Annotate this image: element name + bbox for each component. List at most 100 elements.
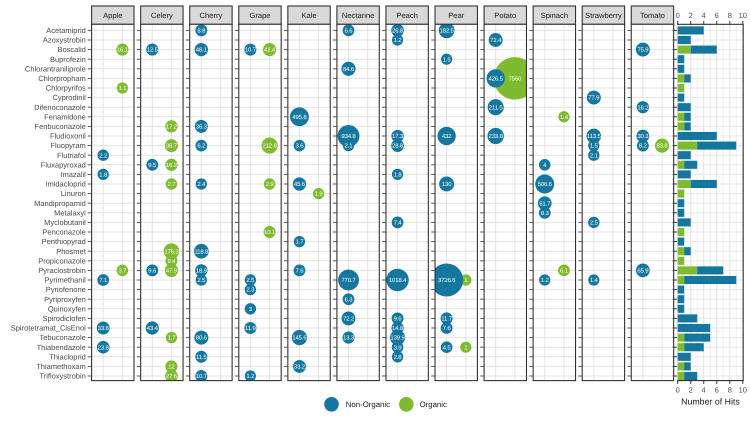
svg-text:7.6: 7.6 [443,325,452,332]
svg-text:Fludioxonil: Fludioxonil [50,132,86,141]
svg-text:3: 3 [249,306,253,313]
svg-text:432: 432 [442,133,452,140]
svg-text:2: 2 [689,386,693,395]
svg-text:Propiconazole: Propiconazole [38,256,86,265]
svg-text:Thiacloprid: Thiacloprid [49,352,86,361]
svg-text:8: 8 [728,386,732,395]
svg-text:Azoxystrobin: Azoxystrobin [43,36,86,45]
svg-text:Spirodiclofen: Spirodiclofen [42,314,85,323]
svg-text:145.6: 145.6 [292,335,307,342]
svg-text:Cherry: Cherry [200,11,223,20]
svg-text:30.3: 30.3 [637,133,649,140]
svg-text:Chlorantraniliprole: Chlorantraniliprole [25,64,86,73]
svg-text:Tebuconazole: Tebuconazole [40,333,86,342]
svg-text:14.8: 14.8 [392,325,404,332]
svg-text:2.1: 2.1 [345,143,354,150]
svg-text:1.8: 1.8 [394,172,403,179]
svg-text:9.6: 9.6 [394,316,403,323]
svg-text:4: 4 [543,162,547,169]
svg-text:12: 12 [168,364,175,371]
svg-text:2.4: 2.4 [197,181,206,188]
svg-text:Metalaxyl: Metalaxyl [54,208,86,217]
svg-text:211.5: 211.5 [489,104,504,111]
svg-text:10: 10 [739,11,747,20]
svg-text:Penthiopyrad: Penthiopyrad [42,237,86,246]
svg-text:4.5: 4.5 [443,344,452,351]
svg-text:Cyprodinil: Cyprodinil [52,93,86,102]
svg-text:0: 0 [676,386,680,395]
svg-text:27.6: 27.6 [166,373,178,380]
svg-text:6: 6 [715,11,719,20]
svg-text:3.9: 3.9 [394,344,403,351]
svg-text:4: 4 [702,386,706,395]
svg-text:Mandipropamid: Mandipropamid [34,199,86,208]
svg-text:13.3: 13.3 [343,335,355,342]
svg-text:426.5: 426.5 [489,76,504,83]
svg-text:Tomato: Tomato [640,11,665,20]
svg-text:23.8: 23.8 [98,344,110,351]
svg-text:1018.4: 1018.4 [389,277,407,284]
svg-text:Celery: Celery [151,11,173,20]
svg-text:1.2: 1.2 [541,277,550,284]
svg-text:8.2: 8.2 [639,143,648,150]
svg-text:4: 4 [702,11,706,20]
svg-text:11.7: 11.7 [441,316,452,323]
svg-text:Pyraclostrobin: Pyraclostrobin [38,266,86,275]
svg-text:7.6: 7.6 [295,268,304,275]
svg-text:26.8: 26.8 [392,28,404,35]
svg-text:Pyriproxyfen: Pyriproxyfen [44,295,86,304]
svg-text:72.4: 72.4 [490,37,502,44]
svg-text:Pear: Pear [448,11,465,20]
svg-text:212.8: 212.8 [262,143,277,150]
svg-text:1.2: 1.2 [246,373,255,380]
svg-text:1.4: 1.4 [560,114,569,121]
svg-text:48.1: 48.1 [196,47,208,54]
svg-text:8.3: 8.3 [541,210,550,217]
svg-text:38.7: 38.7 [166,143,178,150]
svg-text:934.8: 934.8 [341,133,356,140]
svg-text:1.5: 1.5 [590,143,599,150]
svg-text:1.4: 1.4 [590,277,599,284]
svg-text:2.3: 2.3 [246,287,255,294]
svg-text:16.2: 16.2 [166,162,178,169]
svg-text:7.4: 7.4 [394,220,403,227]
svg-text:80.6: 80.6 [196,335,208,342]
svg-text:9.6: 9.6 [148,268,157,275]
svg-text:1.1: 1.1 [118,85,127,92]
svg-text:495.8: 495.8 [292,114,307,121]
svg-text:Flutriafol: Flutriafol [57,151,86,160]
svg-text:18.9: 18.9 [196,268,208,275]
svg-text:2.5: 2.5 [246,277,255,284]
svg-text:33.8: 33.8 [98,325,110,332]
svg-text:61.7: 61.7 [539,200,551,207]
svg-text:2.7: 2.7 [168,181,177,188]
svg-text:Spirotetramat_CisEnol: Spirotetramat_CisEnol [11,324,86,333]
svg-text:7.1: 7.1 [99,277,108,284]
svg-text:0: 0 [676,11,680,20]
svg-text:77.9: 77.9 [588,95,600,102]
svg-text:6: 6 [715,386,719,395]
svg-text:6.1: 6.1 [560,268,569,275]
svg-text:1.8: 1.8 [99,172,108,179]
svg-text:2: 2 [689,11,693,20]
svg-text:Chlorpropham: Chlorpropham [38,74,86,83]
svg-text:45.6: 45.6 [294,181,306,188]
svg-text:1: 1 [464,277,468,284]
svg-text:16.2: 16.2 [637,104,649,111]
svg-text:Potato: Potato [494,11,516,20]
svg-text:10.7: 10.7 [196,373,208,380]
svg-text:Myclobutanil: Myclobutanil [44,218,86,227]
svg-text:Strawberry: Strawberry [585,11,622,20]
svg-text:1.7: 1.7 [168,335,177,342]
svg-text:6.6: 6.6 [345,28,354,35]
svg-text:65.9: 65.9 [637,268,649,275]
svg-text:17.3: 17.3 [392,133,404,140]
svg-text:139.9: 139.9 [390,335,405,342]
svg-text:43.4: 43.4 [147,325,159,332]
svg-text:16.1: 16.1 [117,47,129,54]
svg-text:130: 130 [442,181,452,188]
svg-text:Peach: Peach [396,11,418,20]
svg-text:17.2: 17.2 [166,124,178,131]
svg-text:10.7: 10.7 [245,47,257,54]
svg-text:Imidacloprid: Imidacloprid [45,180,85,189]
